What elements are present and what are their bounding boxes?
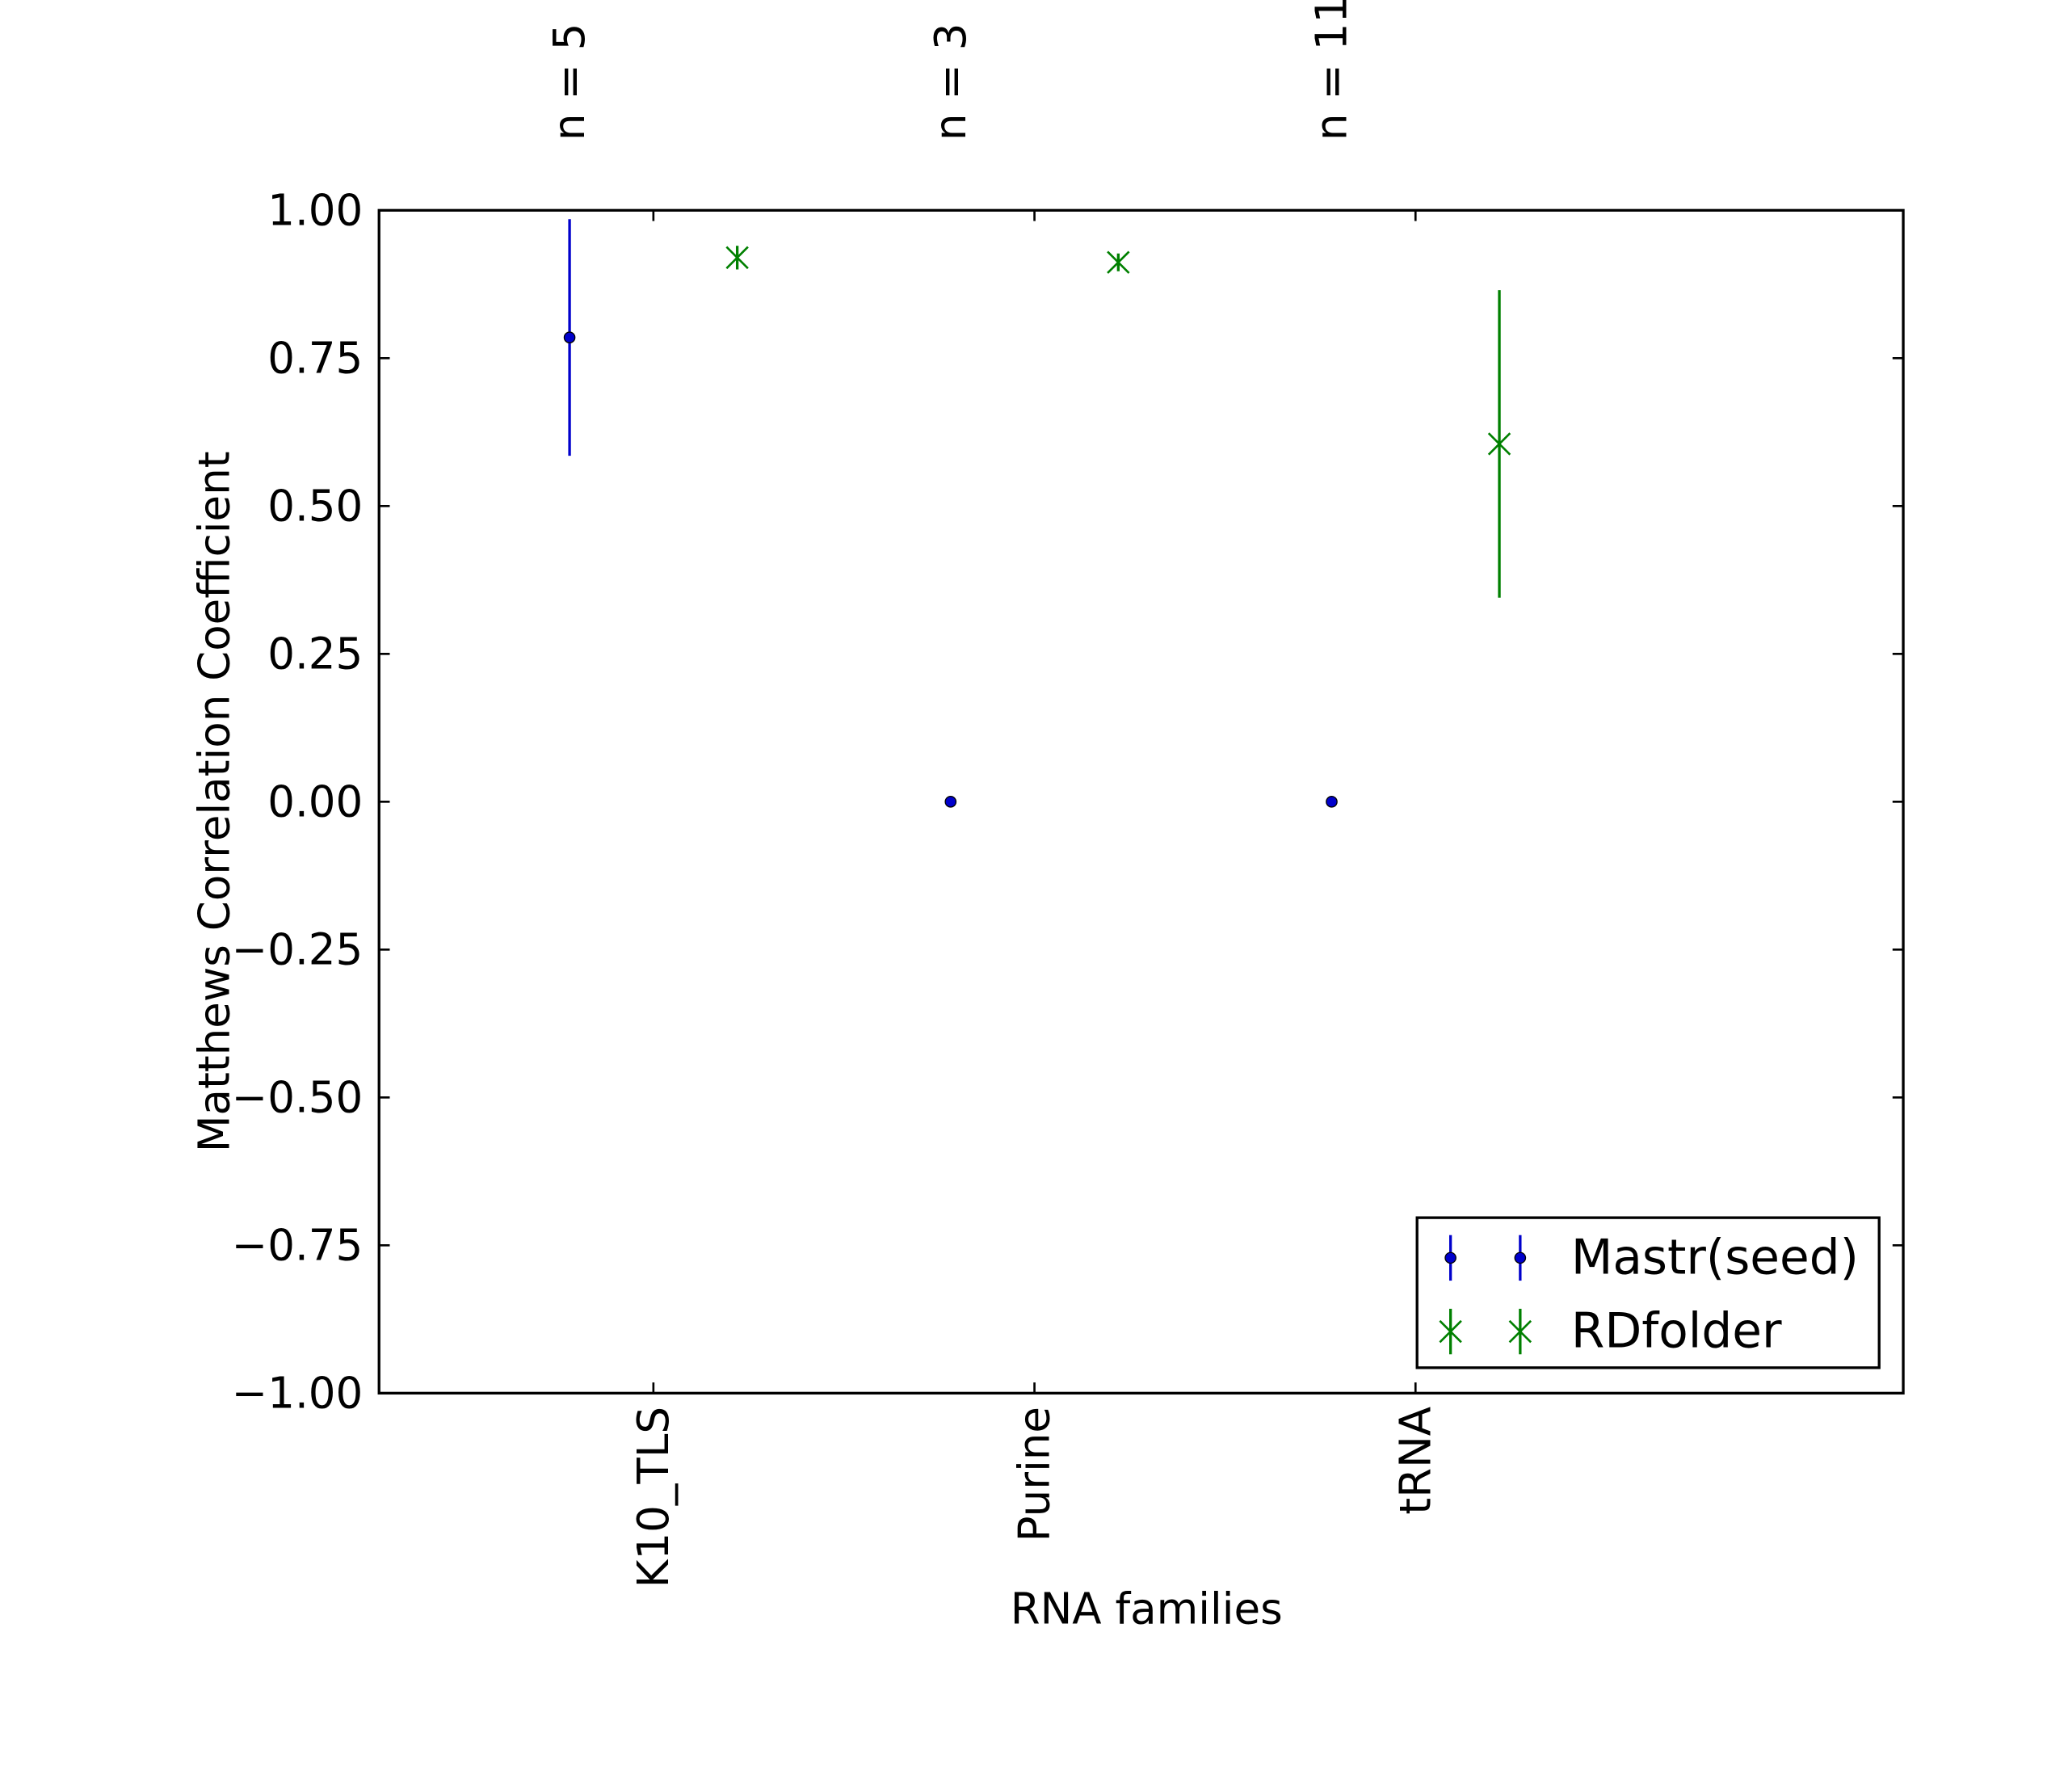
data-point	[1487, 432, 1511, 456]
y-tick-label: 1.00	[267, 185, 363, 235]
x-marker-stroke	[1487, 432, 1511, 456]
y-tick-label: −0.75	[232, 1220, 364, 1270]
x-tick-label: tRNA	[1390, 1407, 1440, 1515]
y-axis-label: Matthews Correlation Coefficient	[189, 451, 239, 1152]
y-tick-label: −0.25	[232, 924, 364, 974]
data-point	[563, 331, 576, 343]
x-tick-label: K10_TLS	[628, 1407, 679, 1588]
plot-frame	[377, 208, 1905, 1395]
y-tick-label: 0.00	[267, 776, 363, 827]
x-axis-label: RNA families	[1011, 1584, 1283, 1634]
y-tick-label: 0.75	[267, 333, 363, 383]
series-layer	[563, 219, 1511, 808]
y-tick-label: −0.50	[232, 1072, 364, 1122]
series-1	[725, 246, 1511, 598]
legend-marker	[1514, 1251, 1527, 1264]
series-0	[563, 219, 1338, 808]
legend-marker	[1444, 1251, 1456, 1264]
y-tick-label: 0.50	[267, 481, 363, 531]
data-point	[725, 246, 749, 270]
legend-label: Mastr(seed)	[1571, 1230, 1859, 1285]
x-marker-stroke	[1508, 1319, 1532, 1344]
axes: 1.00 0.75 0.50 0.25 0.00 −0.25 −0.50 −0.75 −1.00…	[189, 185, 1905, 1634]
sample-count-label: n = 5	[544, 23, 595, 141]
x-marker-stroke	[1439, 1319, 1462, 1344]
sample-count-label: n = 3	[926, 23, 976, 141]
legend-label: RDfolder	[1571, 1304, 1782, 1360]
legend: Mastr(seed) RDfolder	[1415, 1216, 1881, 1369]
data-point	[1326, 796, 1338, 808]
y-tick-label: −1.00	[232, 1368, 364, 1418]
y-tick-label: 0.25	[267, 629, 363, 679]
data-point	[1107, 250, 1130, 274]
sample-count-annotations: n = 5 n = 3 n = 11	[544, 0, 1356, 141]
x-tick-label: Purine	[1010, 1407, 1060, 1542]
sample-count-label: n = 11	[1306, 0, 1356, 141]
data-point	[944, 796, 957, 808]
legend-marker	[1508, 1319, 1532, 1344]
legend-box	[1415, 1216, 1881, 1369]
x-marker-stroke	[725, 246, 749, 270]
x-marker-stroke	[1107, 250, 1130, 274]
legend-marker	[1439, 1319, 1462, 1344]
